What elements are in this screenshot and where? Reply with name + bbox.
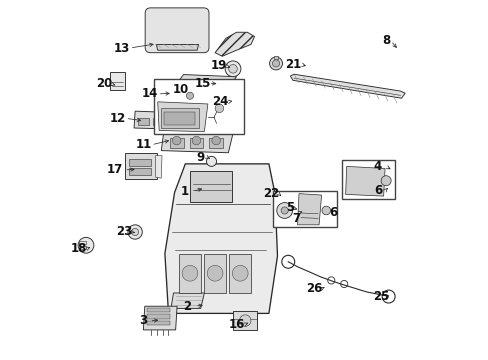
Text: 23: 23 — [116, 225, 132, 238]
Bar — [190, 171, 232, 202]
Polygon shape — [290, 74, 405, 98]
Bar — [147, 321, 170, 325]
Circle shape — [186, 92, 193, 99]
Circle shape — [269, 57, 282, 70]
Bar — [204, 253, 225, 293]
Bar — [233, 311, 257, 330]
Circle shape — [239, 315, 250, 326]
Text: 25: 25 — [372, 290, 389, 303]
Circle shape — [276, 203, 292, 219]
Text: 22: 22 — [263, 187, 279, 200]
Polygon shape — [161, 131, 233, 153]
Circle shape — [224, 61, 241, 77]
Polygon shape — [163, 84, 216, 90]
Text: 3: 3 — [139, 314, 147, 328]
Text: 5: 5 — [285, 202, 294, 215]
FancyBboxPatch shape — [145, 8, 208, 53]
Bar — [179, 253, 201, 293]
Text: 16: 16 — [228, 318, 244, 331]
Bar — [79, 241, 86, 244]
Bar — [137, 118, 149, 126]
Polygon shape — [215, 32, 254, 56]
Bar — [209, 138, 223, 148]
Bar — [152, 118, 164, 126]
Text: 8: 8 — [381, 33, 389, 47]
Text: 1: 1 — [180, 185, 188, 198]
Polygon shape — [297, 194, 321, 225]
Circle shape — [232, 265, 247, 281]
Bar — [341, 160, 394, 199]
Polygon shape — [143, 306, 177, 330]
Text: 19: 19 — [210, 59, 226, 72]
Text: 6: 6 — [328, 207, 337, 220]
Circle shape — [207, 265, 223, 281]
Text: 2: 2 — [183, 300, 191, 313]
Text: 6: 6 — [373, 184, 381, 197]
Circle shape — [228, 64, 237, 73]
Circle shape — [131, 228, 139, 235]
Text: 11: 11 — [135, 138, 151, 151]
Bar — [229, 253, 250, 293]
Bar — [161, 108, 199, 128]
Polygon shape — [345, 166, 384, 196]
Circle shape — [128, 225, 142, 239]
Polygon shape — [179, 75, 236, 82]
Text: 4: 4 — [373, 160, 381, 173]
Text: 14: 14 — [141, 87, 157, 100]
Polygon shape — [158, 87, 221, 104]
Circle shape — [380, 176, 390, 186]
Bar — [189, 138, 203, 148]
Bar — [79, 246, 86, 249]
Circle shape — [211, 136, 220, 145]
Text: 26: 26 — [305, 282, 322, 295]
Text: 9: 9 — [196, 150, 204, 163]
Polygon shape — [134, 111, 173, 129]
Text: 18: 18 — [70, 242, 87, 255]
Text: 15: 15 — [194, 77, 210, 90]
Text: 10: 10 — [172, 83, 188, 96]
Circle shape — [78, 237, 94, 253]
Text: 24: 24 — [211, 95, 228, 108]
Text: 20: 20 — [96, 77, 112, 90]
Text: 13: 13 — [113, 41, 129, 54]
Bar — [147, 308, 170, 312]
Bar — [147, 315, 170, 319]
Bar — [229, 87, 241, 108]
Text: 21: 21 — [284, 58, 301, 71]
Circle shape — [182, 265, 198, 281]
Bar — [273, 192, 336, 227]
Bar — [125, 153, 157, 179]
Bar — [273, 56, 278, 59]
Polygon shape — [163, 89, 215, 103]
Polygon shape — [158, 102, 207, 132]
Bar — [129, 159, 151, 166]
Circle shape — [321, 206, 330, 215]
Circle shape — [206, 156, 216, 166]
Text: 17: 17 — [106, 163, 122, 176]
Polygon shape — [155, 156, 162, 178]
Circle shape — [172, 136, 181, 145]
Bar — [154, 78, 244, 134]
Text: 7: 7 — [292, 212, 300, 225]
Bar — [163, 112, 195, 126]
Circle shape — [281, 207, 287, 214]
Circle shape — [215, 104, 223, 113]
Circle shape — [192, 136, 201, 145]
Polygon shape — [171, 293, 204, 309]
Bar — [169, 138, 183, 148]
Text: 12: 12 — [110, 112, 126, 125]
Bar — [129, 168, 151, 175]
Polygon shape — [171, 113, 180, 128]
Bar — [110, 72, 125, 90]
Circle shape — [272, 60, 279, 67]
Polygon shape — [156, 44, 198, 50]
Polygon shape — [164, 164, 277, 314]
